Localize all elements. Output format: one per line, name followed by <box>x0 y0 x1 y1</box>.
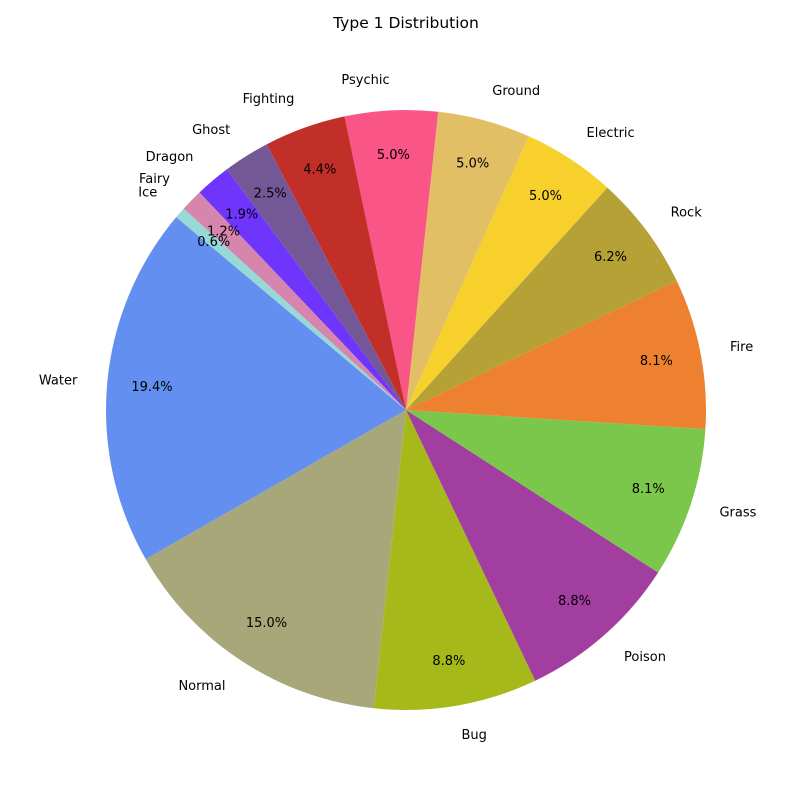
slice-label-ground: Ground <box>492 84 540 99</box>
pct-label-fighting: 4.4% <box>303 163 336 178</box>
slice-label-fairy: Fairy <box>139 172 170 187</box>
slice-label-fire: Fire <box>730 340 753 355</box>
pie-slice-fire <box>406 280 706 430</box>
pie-slice-psychic <box>344 109 439 410</box>
pie-slice-normal <box>145 410 406 709</box>
pie-slice-poison <box>406 410 659 681</box>
slice-label-dragon: Dragon <box>146 150 194 165</box>
pie-slice-fairy <box>183 192 406 410</box>
pie-slice-electric <box>406 136 608 410</box>
slice-label-fighting: Fighting <box>243 92 295 107</box>
slice-label-rock: Rock <box>671 205 703 220</box>
slice-label-grass: Grass <box>719 506 756 521</box>
chart-title: Type 1 Distribution <box>332 14 479 32</box>
pct-label-fairy: 1.2% <box>207 224 240 239</box>
slice-labels: Water Normal Bug Poison Grass Fire Rock Electri… <box>39 73 757 743</box>
pie-slice-grass <box>406 410 706 573</box>
slice-label-electric: Electric <box>587 126 635 141</box>
slice-label-psychic: Psychic <box>341 73 389 88</box>
pct-label-water: 19.4% <box>131 380 172 395</box>
slice-label-bug: Bug <box>461 728 486 743</box>
slice-label-normal: Normal <box>178 679 225 694</box>
pie-slice-fighting <box>266 116 406 410</box>
slice-label-ghost: Ghost <box>192 123 230 138</box>
pie-slice-bug <box>373 410 536 711</box>
pct-label-rock: 6.2% <box>594 250 627 265</box>
pie-slice-water <box>105 217 407 560</box>
pie-slice-ground <box>406 111 529 410</box>
pie-slice-rock <box>406 187 677 410</box>
pie-slices <box>105 109 706 711</box>
pct-label-ice: 0.6% <box>197 235 230 250</box>
pct-label-electric: 5.0% <box>529 189 562 204</box>
pct-label-fire: 8.1% <box>640 354 673 369</box>
slice-label-water: Water <box>39 373 78 388</box>
pie-slice-ice <box>176 208 406 410</box>
pct-label-dragon: 1.9% <box>225 207 258 222</box>
pie-slice-dragon <box>199 169 406 410</box>
pct-label-ghost: 2.5% <box>254 187 287 202</box>
pct-label-psychic: 5.0% <box>377 148 410 163</box>
slice-label-poison: Poison <box>624 650 666 665</box>
percent-labels: 19.4% 15.0% 8.8% 8.8% 8.1% 8.1% 6.2% 5.0% 5.0% 5.… <box>131 148 673 669</box>
pct-label-ground: 5.0% <box>456 156 489 171</box>
slice-label-ice: Ice <box>138 186 157 201</box>
pct-label-bug: 8.8% <box>432 654 465 669</box>
pct-label-normal: 15.0% <box>246 616 287 631</box>
pct-label-grass: 8.1% <box>632 482 665 497</box>
pct-label-poison: 8.8% <box>558 594 591 609</box>
pie-slice-ghost <box>226 144 406 410</box>
